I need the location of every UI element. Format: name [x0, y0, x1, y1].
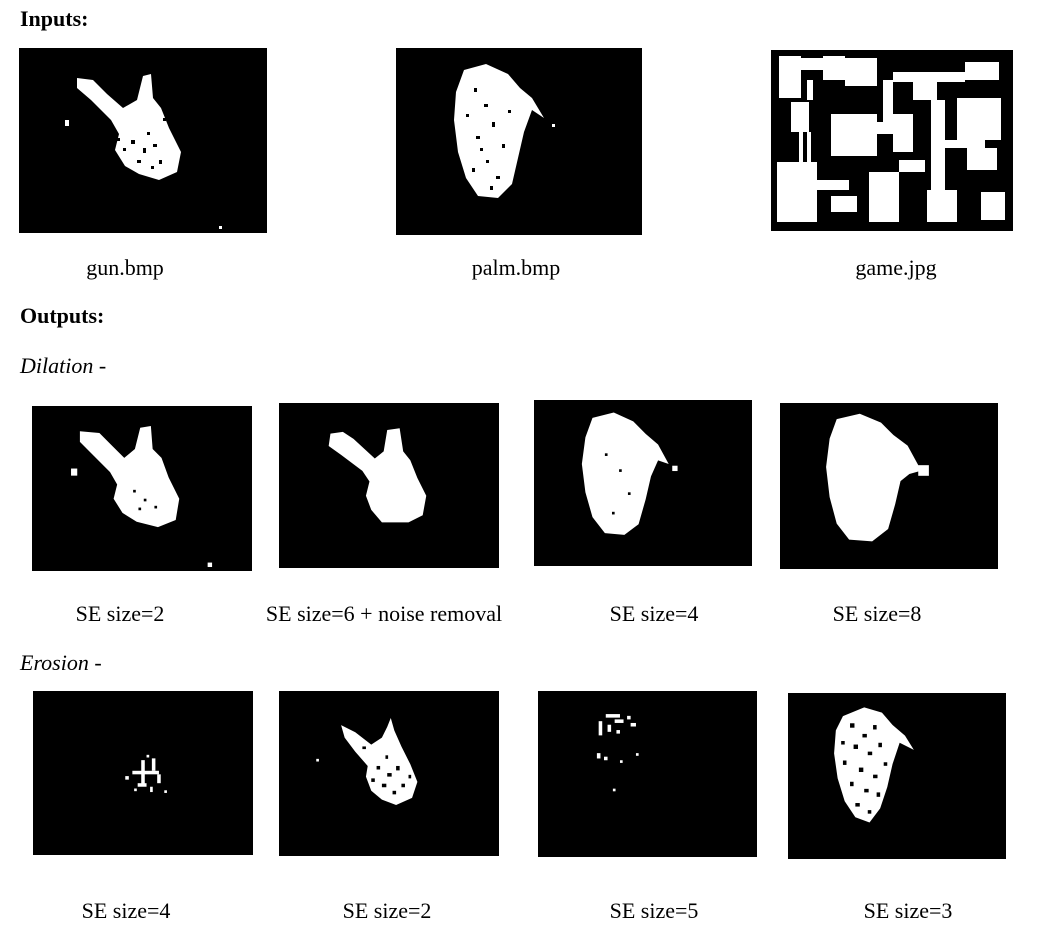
- palm-dilated-8-shape: [826, 413, 929, 542]
- input-image-palm: [396, 48, 642, 235]
- gun-shape: [65, 74, 222, 229]
- dilation-subheading: Dilation -: [20, 353, 107, 378]
- dilation-gun-se2: [32, 406, 252, 571]
- caption-gun: gun.bmp: [86, 255, 164, 280]
- palm-dilated-4-shape: [581, 412, 678, 535]
- outputs-heading: Outputs:: [20, 303, 105, 328]
- erosion-palm-se3: [788, 693, 1006, 859]
- gun-dilated-2-shape: [71, 425, 213, 568]
- erosion-palm-se5: [538, 691, 757, 857]
- caption-erosion-3: SE size=5: [609, 898, 699, 923]
- caption-erosion-2: SE size=2: [342, 898, 432, 923]
- caption-dilation-4: SE size=8: [832, 601, 922, 626]
- palm-eroded-3-shape: [834, 707, 914, 823]
- caption-erosion-4: SE size=3: [863, 898, 953, 923]
- gun-dilated-6-shape: [328, 428, 427, 523]
- input-image-gun: [19, 48, 267, 233]
- game-maze-shape: [777, 56, 1005, 222]
- inputs-heading: Inputs:: [20, 6, 89, 31]
- dilation-gun-se6-noise-removal: [279, 403, 499, 568]
- caption-dilation-1: SE size=2: [75, 601, 165, 626]
- gun-eroded-2-shape: [316, 718, 418, 805]
- erosion-gun-se4: [33, 691, 253, 855]
- erosion-gun-se2: [279, 691, 499, 856]
- dilation-palm-se8: [780, 403, 998, 569]
- dilation-palm-se4: [534, 400, 752, 566]
- caption-dilation-3: SE size=4: [609, 601, 699, 626]
- palm-eroded-5-shape: [596, 714, 639, 792]
- palm-shape: [454, 64, 555, 198]
- erosion-subheading: Erosion -: [20, 650, 102, 675]
- caption-palm: palm.bmp: [471, 255, 561, 280]
- gun-eroded-4-shape: [125, 754, 167, 793]
- caption-dilation-2: SE size=6 + noise removal: [265, 601, 503, 626]
- caption-erosion-1: SE size=4: [81, 898, 171, 923]
- input-image-game: [771, 50, 1013, 231]
- caption-game: game.jpg: [855, 255, 937, 280]
